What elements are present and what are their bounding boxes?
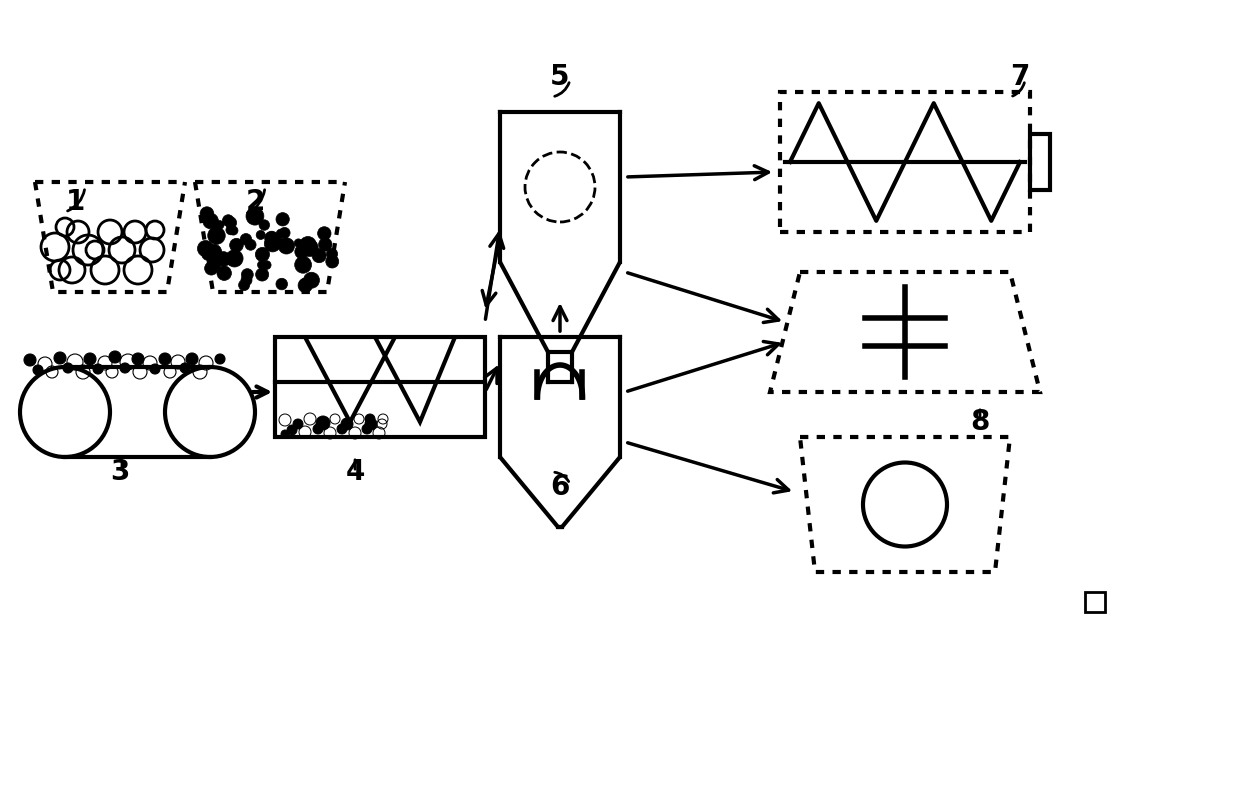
Circle shape bbox=[298, 245, 308, 255]
Circle shape bbox=[226, 249, 243, 267]
Circle shape bbox=[264, 231, 279, 246]
Circle shape bbox=[84, 353, 95, 365]
Circle shape bbox=[341, 418, 353, 430]
Circle shape bbox=[242, 268, 253, 280]
Circle shape bbox=[186, 353, 198, 365]
Circle shape bbox=[93, 364, 103, 374]
Circle shape bbox=[55, 352, 66, 364]
Text: 4: 4 bbox=[345, 458, 365, 486]
Circle shape bbox=[300, 237, 316, 253]
Circle shape bbox=[200, 207, 213, 220]
Circle shape bbox=[299, 278, 311, 290]
Circle shape bbox=[258, 261, 265, 269]
Circle shape bbox=[229, 226, 238, 235]
Circle shape bbox=[298, 278, 312, 292]
Circle shape bbox=[241, 234, 252, 245]
Circle shape bbox=[216, 221, 224, 229]
Circle shape bbox=[197, 241, 213, 257]
Circle shape bbox=[286, 425, 298, 435]
Circle shape bbox=[263, 261, 272, 269]
Circle shape bbox=[304, 272, 320, 288]
Text: 3: 3 bbox=[110, 458, 130, 486]
Circle shape bbox=[216, 252, 231, 266]
Bar bbox=[1085, 592, 1105, 612]
Circle shape bbox=[277, 212, 289, 226]
Text: 7: 7 bbox=[1011, 63, 1029, 91]
Circle shape bbox=[326, 255, 339, 268]
Circle shape bbox=[293, 419, 303, 429]
Circle shape bbox=[238, 280, 249, 291]
Circle shape bbox=[222, 215, 234, 227]
Circle shape bbox=[264, 235, 280, 252]
Circle shape bbox=[207, 257, 216, 266]
Circle shape bbox=[317, 227, 331, 240]
Circle shape bbox=[109, 351, 122, 363]
Circle shape bbox=[255, 247, 269, 261]
Circle shape bbox=[226, 225, 236, 234]
Text: 8: 8 bbox=[971, 408, 990, 436]
Circle shape bbox=[63, 363, 73, 373]
Circle shape bbox=[301, 239, 319, 257]
Circle shape bbox=[246, 239, 257, 250]
Circle shape bbox=[337, 424, 347, 434]
Circle shape bbox=[131, 353, 144, 365]
Circle shape bbox=[259, 220, 269, 230]
Circle shape bbox=[205, 261, 218, 275]
Bar bbox=[1030, 134, 1050, 190]
Circle shape bbox=[267, 237, 277, 247]
Circle shape bbox=[257, 230, 265, 239]
Circle shape bbox=[274, 238, 284, 248]
Circle shape bbox=[120, 363, 130, 373]
Circle shape bbox=[212, 221, 222, 230]
Circle shape bbox=[279, 227, 290, 238]
Circle shape bbox=[295, 245, 309, 259]
Circle shape bbox=[210, 258, 221, 270]
Circle shape bbox=[362, 424, 372, 434]
Circle shape bbox=[319, 238, 332, 251]
Circle shape bbox=[159, 353, 171, 365]
Text: 5: 5 bbox=[551, 63, 569, 91]
Circle shape bbox=[277, 229, 285, 238]
Text: 1: 1 bbox=[66, 188, 84, 216]
Bar bbox=[275, 337, 485, 437]
Circle shape bbox=[33, 365, 43, 375]
Circle shape bbox=[226, 217, 237, 229]
Circle shape bbox=[217, 266, 232, 280]
Circle shape bbox=[278, 238, 295, 254]
Text: 2: 2 bbox=[246, 188, 264, 216]
Circle shape bbox=[365, 418, 377, 430]
Circle shape bbox=[203, 213, 218, 229]
Circle shape bbox=[312, 249, 326, 263]
Text: 6: 6 bbox=[551, 473, 569, 501]
Circle shape bbox=[24, 354, 36, 366]
Circle shape bbox=[208, 227, 226, 245]
Circle shape bbox=[241, 275, 252, 286]
Circle shape bbox=[326, 249, 337, 260]
Circle shape bbox=[312, 424, 322, 434]
Circle shape bbox=[215, 354, 224, 364]
Circle shape bbox=[294, 239, 303, 247]
Circle shape bbox=[201, 246, 217, 261]
Circle shape bbox=[206, 244, 222, 260]
Circle shape bbox=[150, 364, 160, 374]
Circle shape bbox=[229, 238, 243, 252]
Bar bbox=[780, 92, 1030, 232]
Circle shape bbox=[246, 208, 264, 225]
Circle shape bbox=[277, 278, 288, 290]
Circle shape bbox=[180, 363, 190, 373]
Circle shape bbox=[281, 430, 289, 438]
Circle shape bbox=[255, 268, 269, 281]
Circle shape bbox=[316, 416, 330, 430]
Circle shape bbox=[267, 232, 277, 242]
Circle shape bbox=[295, 257, 311, 273]
Circle shape bbox=[365, 414, 374, 424]
